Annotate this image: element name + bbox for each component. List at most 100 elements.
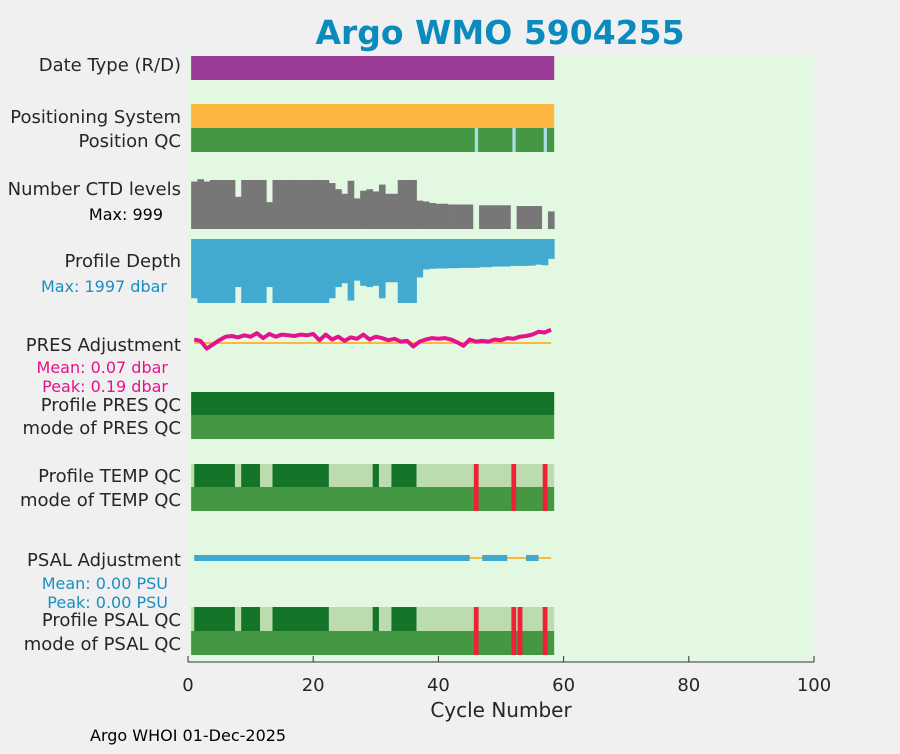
ctd-level-bar: [403, 180, 411, 229]
profile-depth-bar: [516, 239, 524, 266]
position-qc-missing-cell: [474, 128, 479, 152]
profile-depth-bar: [460, 239, 467, 268]
row-label-psal-peak: Peak: 0.00 PSU: [47, 593, 168, 612]
ctd-level-bar: [197, 179, 205, 229]
ctd-level-bar: [228, 180, 236, 229]
profile-depth-bar: [253, 239, 261, 303]
profile-temp-qc-bar-bad-cell: [473, 464, 479, 487]
profile-depth-bar: [447, 239, 455, 269]
profile-depth-bar: [303, 239, 311, 303]
ctd-level-bar: [316, 180, 323, 229]
profile-depth-bar: [335, 239, 342, 288]
plot-marks: [191, 56, 555, 655]
ctd-level-bar: [272, 180, 280, 229]
profile-depth-bar: [416, 239, 424, 278]
chart-title: Argo WMO 5904255: [315, 13, 684, 52]
profile-depth-bar: [228, 239, 236, 303]
ctd-level-bar: [310, 180, 317, 229]
profile-depth-bar: [372, 239, 380, 286]
ctd-level-bar: [422, 201, 430, 229]
ctd-level-bar: [353, 198, 361, 229]
profile-psal-qc-bar-bad-cell: [473, 607, 479, 631]
profile-depth-bar: [366, 239, 374, 288]
profile-depth-bar: [378, 239, 386, 299]
row-label-date-type: Date Type (R/D): [39, 55, 181, 76]
row-label-depth-max: Max: 1997 dbar: [41, 277, 167, 296]
mode-temp-qc-bar-bad-cell: [511, 487, 517, 511]
ctd-level-bar: [447, 204, 455, 229]
ctd-level-bar: [391, 193, 399, 229]
profile-depth-bar: [485, 239, 493, 268]
profile-depth-bar: [497, 239, 505, 267]
profile-depth-bar: [410, 239, 417, 303]
date-type-bar: [191, 56, 555, 80]
ctd-level-bar: [303, 180, 311, 229]
row-label-mode-psal-qc: mode of PSAL QC: [24, 634, 181, 655]
x-axis-label: Cycle Number: [430, 698, 572, 722]
ctd-level-bar: [297, 180, 305, 229]
ctd-level-bar: [441, 203, 449, 229]
ctd-level-bar: [347, 180, 355, 229]
profile-depth-bar: [397, 239, 405, 303]
profile-depth-bar: [422, 239, 430, 270]
profile-depth-bar: [222, 239, 230, 303]
profile-depth-bar: [435, 239, 442, 269]
row-labels: Date Type (R/D) Positioning System Positio…: [8, 55, 181, 655]
ctd-level-bar: [247, 180, 255, 229]
profile-depth-bar: [522, 239, 530, 266]
profile-depth-bar: [535, 239, 543, 265]
row-label-ctd-max: Max: 999: [89, 205, 163, 224]
ctd-level-bar: [504, 205, 511, 229]
ctd-level-bar: [259, 180, 267, 229]
x-tick-label: 20: [302, 675, 325, 696]
profile-psal-qc-bar-bad-cell: [511, 607, 517, 631]
row-label-psal-adj: PSAL Adjustment: [27, 550, 181, 571]
profile-depth-bar: [203, 239, 211, 303]
ctd-level-bar: [328, 183, 336, 229]
ctd-level-bar: [522, 206, 530, 229]
profile-temp-qc-bar-good-segment: [272, 464, 329, 487]
mode-pres-qc-bar: [191, 415, 555, 439]
profile-psal-qc-bar-good-segment: [272, 607, 329, 631]
x-axis: 0 20 40 60 80 100 Cycle Number: [182, 656, 831, 722]
profile-depth-bar: [328, 239, 336, 299]
profile-depth-bar: [479, 239, 486, 268]
ctd-level-bar: [322, 180, 330, 229]
ctd-level-bar: [385, 193, 392, 229]
row-label-psal-mean: Mean: 0.00 PSU: [42, 574, 168, 593]
ctd-level-bar: [416, 200, 424, 229]
mode-temp-qc-bar: [191, 487, 555, 511]
row-label-mode-pres-qc: mode of PRES QC: [23, 418, 181, 439]
row-label-mode-temp-qc: mode of TEMP QC: [20, 490, 181, 511]
profile-temp-qc-bar-bad-cell: [511, 464, 517, 487]
mode-psal-qc-bar-bad-cell: [542, 631, 548, 655]
profile-depth-bar: [541, 239, 549, 266]
ctd-level-bar: [209, 180, 217, 229]
profile-depth-bar: [291, 239, 298, 303]
footer-text: Argo WHOI 01-Dec-2025: [90, 726, 286, 745]
ctd-level-bar: [479, 205, 486, 229]
x-tick-label: 0: [182, 675, 193, 696]
profile-temp-qc-bar-bad-cell: [542, 464, 548, 487]
profile-depth-bar: [310, 239, 317, 303]
profile-depth-bar: [272, 239, 280, 303]
profile-depth-bar: [285, 239, 292, 303]
row-label-pres-adj: PRES Adjustment: [26, 335, 181, 356]
ctd-level-bar: [397, 180, 405, 229]
profile-depth-bar: [216, 239, 223, 303]
position-qc-bar: [191, 128, 555, 152]
ctd-level-bar: [435, 203, 442, 229]
ctd-level-bar: [372, 191, 380, 229]
mode-temp-qc-bar-bad-cell: [542, 487, 548, 511]
profile-depth-bar: [316, 239, 323, 303]
ctd-level-bar: [266, 202, 273, 229]
profile-depth-bar: [247, 239, 255, 303]
row-label-profile-temp-qc: Profile TEMP QC: [38, 466, 181, 487]
row-label-profile-pres-qc: Profile PRES QC: [41, 395, 181, 416]
pres-adjustment-line: [193, 327, 552, 351]
x-tick-label: 100: [797, 675, 831, 696]
profile-depth-bar: [191, 239, 198, 299]
row-label-profile-psal-qc: Profile PSAL QC: [42, 610, 181, 631]
mode-psal-qc-bar-bad-cell: [517, 631, 523, 655]
